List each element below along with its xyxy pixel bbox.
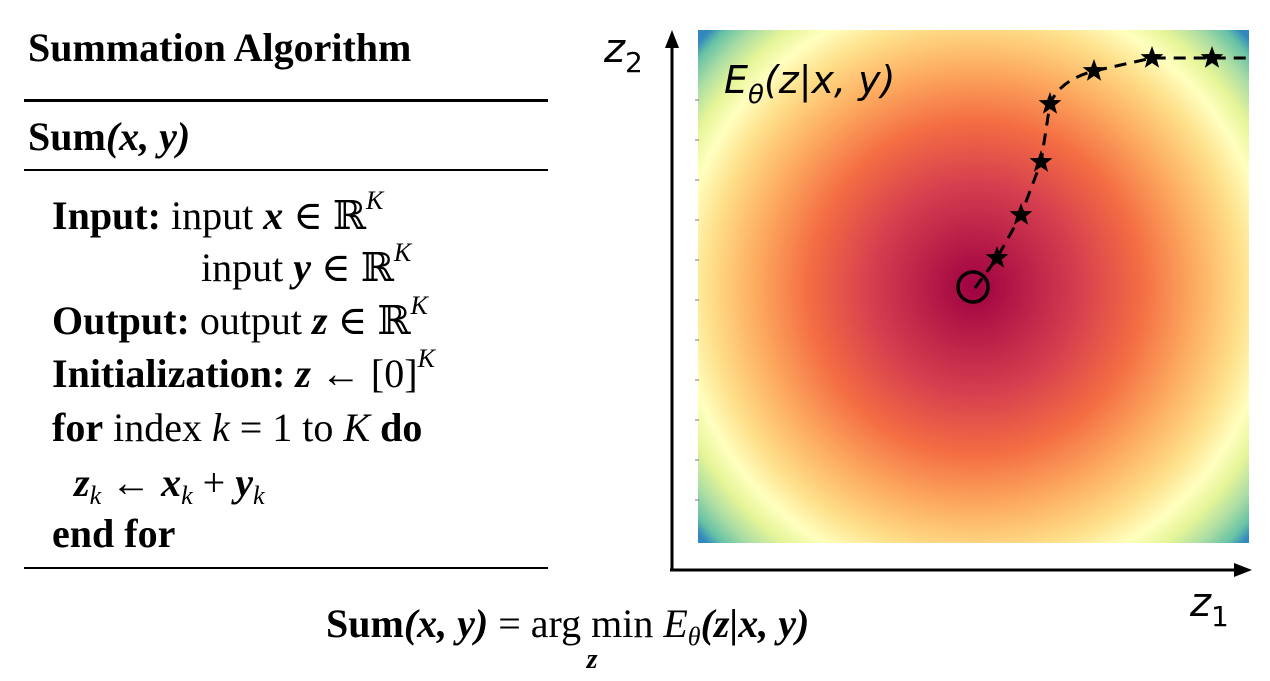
input-y-var: y (293, 245, 311, 290)
initialization-sup: K (417, 344, 435, 373)
assign-a: x (161, 460, 182, 505)
for-var: k (211, 405, 230, 450)
algorithm-title: Summation Algorithm (28, 25, 412, 70)
assign-b-sub: k (253, 481, 265, 510)
signature-rule (24, 169, 548, 171)
for-equals: = (239, 405, 263, 450)
formula-energy: E (663, 601, 688, 646)
trajectory-star-3 (1029, 150, 1053, 172)
for-to-word: to (302, 405, 334, 450)
initialization-keyword: Initialization: (52, 351, 286, 396)
trajectory-star-2 (1009, 203, 1033, 225)
y-axis-ticks (695, 99, 699, 501)
minimum-circle-marker (956, 270, 990, 304)
trajectory-star-6 (1140, 46, 1164, 68)
formula-argmin: arg min z (530, 600, 654, 675)
assign-a-sub: k (181, 481, 193, 510)
x-axis-label: z1 (1190, 580, 1229, 633)
output-sup: K (410, 291, 428, 320)
formula-args: (x, y) (403, 601, 489, 646)
formula-equals: = (498, 601, 521, 646)
assign-lhs-sub: k (89, 481, 102, 510)
trajectory-stars (985, 46, 1224, 268)
signature-name: Sum (28, 114, 106, 159)
initialization-arrow: ← (320, 351, 361, 396)
input-y-rel: ∈ (321, 245, 351, 290)
input-x-text: input (170, 193, 254, 238)
output-set: ℝ (377, 298, 411, 344)
bottom-rule (24, 567, 548, 569)
output-text: output (199, 298, 303, 343)
formula-energy-args: (z|x, y) (700, 601, 810, 646)
argmin-sub: z (586, 644, 598, 675)
assign-arrow: ← (111, 460, 152, 505)
trajectory-star-5 (1082, 59, 1106, 81)
input-x-sup: K (366, 186, 384, 215)
input-y-set: ℝ (360, 245, 394, 291)
for-to: K (343, 405, 371, 450)
do-keyword: do (380, 405, 423, 450)
argmin-op: arg min (530, 601, 654, 646)
trajectory-star-4 (1038, 92, 1062, 114)
trajectory-star-1 (985, 246, 1009, 268)
y-axis-label: z2 (604, 26, 643, 79)
x-axis-arrowhead (1234, 563, 1252, 577)
formula-sum: Sum (326, 601, 404, 646)
initialization-value: [0] (370, 351, 418, 396)
output-rel: ∈ (337, 298, 368, 343)
input-x-set: ℝ (332, 193, 367, 239)
assign-plus: + (202, 460, 226, 505)
initialization-line: Initialization: z ← [0]K (52, 346, 435, 396)
output-var: z (312, 298, 328, 343)
formula-energy-sub: θ (687, 622, 701, 651)
input-x-var: x (263, 193, 284, 238)
for-keyword: for (52, 405, 104, 450)
input-keyword: Input: (52, 193, 161, 238)
assign-lhs: z (74, 460, 90, 505)
signature-args: (x, y) (105, 114, 191, 159)
input-x-rel: ∈ (293, 193, 323, 238)
trajectory-star-7 (1200, 46, 1224, 68)
for-from: 1 (272, 405, 293, 450)
output-keyword: Output: (52, 298, 190, 343)
top-rule (24, 99, 548, 102)
input-x-line: Input: input x ∈ ℝK (52, 188, 383, 239)
y-axis-arrowhead (665, 30, 679, 48)
initialization-var: z (295, 351, 311, 396)
energy-function-label: Eθ(z|x, y) (724, 58, 896, 110)
input-y-sup: K (393, 238, 412, 267)
optimization-trajectory (973, 56, 1249, 289)
argmin-formula: Sum(x, y) = arg min z Eθ(z|x, y) (326, 600, 810, 675)
assign-b: y (235, 460, 253, 505)
for-index-text: index (113, 405, 202, 450)
end-for-line: end for (52, 511, 176, 556)
output-line: Output: output z ∈ ℝK (52, 293, 428, 344)
algorithm-signature: Sum(x, y) (28, 113, 190, 160)
assignment-line: zk ← xk + yk (74, 460, 265, 509)
input-y-line: input y ∈ ℝK (201, 240, 411, 291)
for-line: for index k = 1 to K do (52, 408, 422, 448)
energy-heatmap (698, 30, 1249, 543)
input-y-text: input (201, 245, 284, 290)
